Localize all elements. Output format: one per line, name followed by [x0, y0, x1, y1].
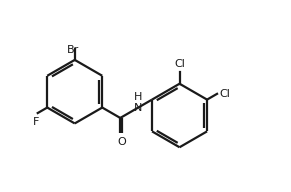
- Text: Cl: Cl: [219, 89, 230, 99]
- Text: Br: Br: [67, 45, 79, 55]
- Text: H: H: [134, 92, 143, 102]
- Text: N: N: [134, 103, 143, 113]
- Text: F: F: [33, 117, 40, 127]
- Text: O: O: [117, 137, 126, 147]
- Text: Cl: Cl: [174, 59, 185, 69]
